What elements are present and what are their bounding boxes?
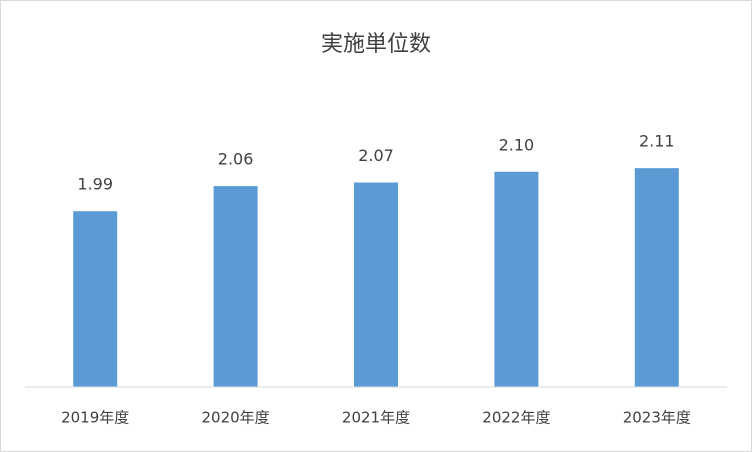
bar — [73, 211, 118, 387]
x-tick-label: 2019年度 — [61, 409, 129, 427]
bar — [634, 168, 679, 387]
value-label: 2.06 — [218, 150, 254, 169]
bar — [494, 171, 539, 387]
chart-title: 実施単位数 — [321, 32, 431, 57]
value-label: 2.07 — [358, 146, 394, 165]
x-tick-label: 2023年度 — [623, 409, 691, 427]
x-tick-label: 2022年度 — [482, 409, 550, 427]
value-label: 1.99 — [77, 175, 113, 194]
x-tick-label: 2020年度 — [202, 409, 270, 427]
value-label: 2.11 — [639, 132, 675, 151]
x-tick-label: 2021年度 — [342, 409, 410, 427]
value-label: 2.10 — [499, 135, 535, 154]
bar — [213, 186, 258, 387]
bar — [354, 182, 398, 387]
